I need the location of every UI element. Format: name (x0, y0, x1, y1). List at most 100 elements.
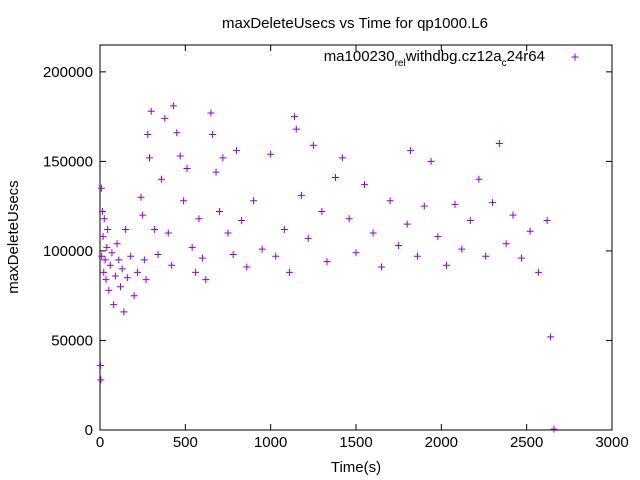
data-point (309, 141, 317, 149)
data-point (139, 211, 147, 219)
legend-marker-symbol (571, 53, 579, 61)
y-axis-title: maxDeleteUsecs (5, 180, 22, 293)
plot-frame (99, 44, 613, 431)
data-point (378, 263, 386, 271)
data-point (458, 245, 466, 253)
data-point (250, 197, 258, 205)
x-axis: 0 500 1000 1500 2000 2500 3000 (96, 45, 629, 451)
data-point (509, 211, 517, 219)
data-point (285, 268, 293, 276)
data-point (173, 129, 181, 137)
data-point (550, 425, 558, 433)
data-point (233, 147, 241, 155)
data-point (100, 268, 108, 276)
chart-title: maxDeleteUsecs vs Time for qp1000.L6 (222, 15, 488, 32)
data-point (420, 202, 428, 210)
data-point (99, 233, 107, 241)
data-point (118, 265, 126, 273)
data-point (304, 234, 312, 242)
data-point (188, 243, 196, 251)
data-point (101, 256, 109, 264)
data-point (147, 107, 155, 115)
data-points (97, 102, 558, 433)
x-tick-label: 1500 (339, 434, 372, 451)
data-point (466, 216, 474, 224)
legend-label-part: 24r64 (507, 48, 545, 65)
data-point (489, 199, 497, 207)
data-point (113, 240, 121, 248)
data-point (403, 220, 411, 228)
data-point (209, 131, 217, 139)
data-point (102, 276, 110, 284)
legend-label: ma100230relwithdbg.cz12ac24r64 (324, 48, 545, 69)
data-point (361, 181, 369, 189)
data-point (198, 254, 206, 262)
data-point (110, 301, 118, 309)
data-point (111, 272, 119, 280)
data-point (195, 215, 203, 223)
data-point (526, 227, 534, 235)
data-point (103, 243, 111, 251)
data-point (140, 256, 148, 264)
data-point (130, 292, 138, 300)
y-tick-label: 100000 (43, 243, 93, 260)
data-point (280, 225, 288, 233)
data-point (495, 139, 503, 147)
data-point (224, 229, 232, 237)
data-point (272, 252, 280, 260)
data-point (97, 184, 105, 192)
data-point (180, 197, 188, 205)
data-point (442, 261, 450, 269)
x-tick-label: 2000 (425, 434, 458, 451)
data-point (183, 165, 191, 173)
data-point (238, 216, 246, 224)
data-point (434, 233, 442, 241)
data-point (176, 152, 184, 160)
data-point (116, 283, 124, 291)
data-point (123, 274, 131, 282)
data-point (258, 245, 266, 253)
x-tick-label: 500 (173, 434, 198, 451)
data-point (202, 276, 210, 284)
x-tick-label: 3000 (595, 434, 628, 451)
data-point (154, 251, 162, 259)
y-tick-label: 150000 (43, 153, 93, 170)
data-point (451, 200, 459, 208)
data-point (332, 174, 340, 182)
legend-marker (571, 53, 579, 61)
data-point (229, 251, 237, 259)
data-point (105, 286, 113, 294)
data-point (169, 102, 177, 110)
data-point (386, 197, 394, 205)
data-point (137, 193, 145, 201)
data-point (219, 154, 227, 162)
data-point (161, 114, 169, 122)
x-tick-label: 1000 (254, 434, 287, 451)
data-point (535, 268, 543, 276)
data-point (151, 225, 159, 233)
data-point (352, 249, 360, 257)
data-point (482, 252, 490, 260)
y-axis: 0 50000 100000 150000 200000 (43, 64, 612, 439)
data-point (100, 215, 108, 223)
data-point (98, 208, 106, 216)
data-point (127, 252, 135, 260)
data-point (192, 268, 200, 276)
data-point (215, 208, 223, 216)
data-point (120, 308, 128, 316)
data-point (106, 261, 114, 269)
x-tick-label: 0 (96, 434, 104, 451)
data-point (427, 157, 435, 165)
legend-label-part: ma100230 (324, 48, 395, 65)
legend-label-subscript: rel (395, 58, 406, 69)
data-point (475, 175, 483, 183)
data-point (168, 261, 176, 269)
data-point (292, 125, 300, 133)
data-point (518, 254, 526, 262)
legend-label-part: withdbg.cz12a (405, 48, 503, 65)
data-point (338, 154, 346, 162)
data-point (413, 252, 421, 260)
plot-border (99, 44, 613, 431)
data-point (291, 113, 299, 121)
